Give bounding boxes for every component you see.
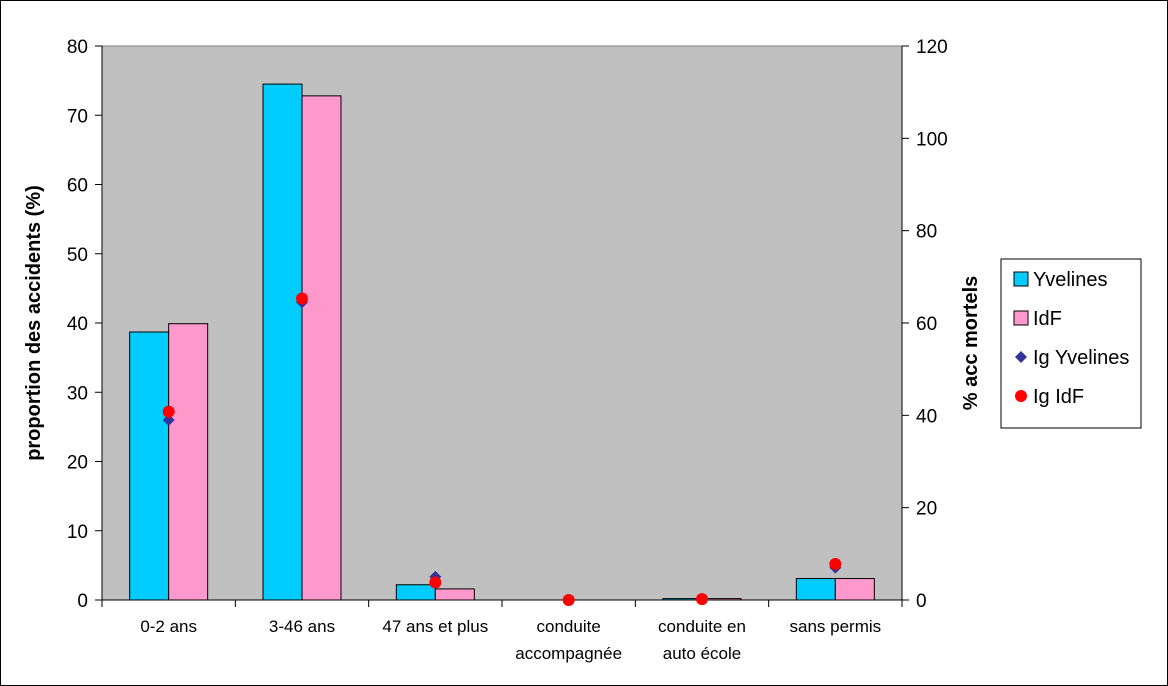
y-axis-right-title: % acc mortels (960, 276, 982, 411)
y-left-tick-label: 30 (67, 383, 88, 404)
y-left-tick-label: 0 (77, 591, 88, 612)
legend-box (1000, 258, 1142, 429)
legend-label: Ig Yvelines (1033, 347, 1129, 369)
point-ig-idf (429, 576, 442, 589)
x-tick-label: 0-2 ans (140, 617, 197, 636)
bar-idf (168, 323, 209, 601)
y-left-tick-label: 80 (67, 37, 88, 58)
y-right-tick-label: 80 (916, 222, 937, 243)
legend-label: IdF (1033, 308, 1062, 330)
y-right-tick-label: 100 (916, 129, 948, 150)
bar-idf (301, 95, 342, 601)
bar-yvelines (395, 584, 436, 601)
x-tick-label: accompagnée (515, 644, 622, 663)
y-left-tick-label: 60 (67, 176, 88, 197)
bar-yvelines (795, 578, 836, 601)
x-tick-label: conduite en (658, 617, 746, 636)
y-right-tick-label: 20 (916, 499, 937, 520)
legend-label: Yvelines (1033, 269, 1108, 291)
y-left-tick-label: 40 (67, 314, 88, 335)
x-tick-label: auto école (663, 644, 741, 663)
bar-idf (834, 578, 875, 601)
bar-yvelines (262, 83, 303, 601)
y-right-tick-label: 60 (916, 314, 937, 335)
point-ig-yvelines (162, 413, 175, 426)
y-left-tick-label: 50 (67, 245, 88, 266)
y-right-tick-label: 120 (916, 37, 948, 58)
point-ig-idf (562, 594, 575, 606)
x-tick-label: conduite (537, 617, 601, 636)
bar-yvelines (129, 331, 170, 601)
point-ig-idf (162, 405, 175, 418)
y-right-tick-label: 0 (916, 591, 927, 612)
x-tick-label: 47 ans et plus (382, 617, 488, 636)
legend-key-ig-yvelines (1015, 351, 1027, 363)
legend-key-idf (1013, 310, 1029, 326)
plot-area (101, 45, 903, 601)
y-axis-left-title: proportion des accidents (%) (23, 185, 45, 461)
legend-label: Ig IdF (1033, 386, 1084, 408)
y-left-tick-label: 10 (67, 522, 88, 543)
y-left-tick-label: 70 (67, 106, 88, 127)
bar-idf (434, 588, 475, 601)
legend-key-yvelines (1013, 271, 1029, 287)
point-ig-idf (696, 593, 708, 606)
y-right-tick-label: 40 (916, 406, 937, 427)
point-ig-idf (296, 292, 308, 305)
y-left-tick-label: 20 (67, 453, 88, 474)
point-ig-idf (829, 557, 842, 570)
legend-key-ig-idf (1015, 390, 1027, 402)
x-tick-label: sans permis (790, 617, 882, 636)
x-tick-label: 3-46 ans (269, 617, 335, 636)
